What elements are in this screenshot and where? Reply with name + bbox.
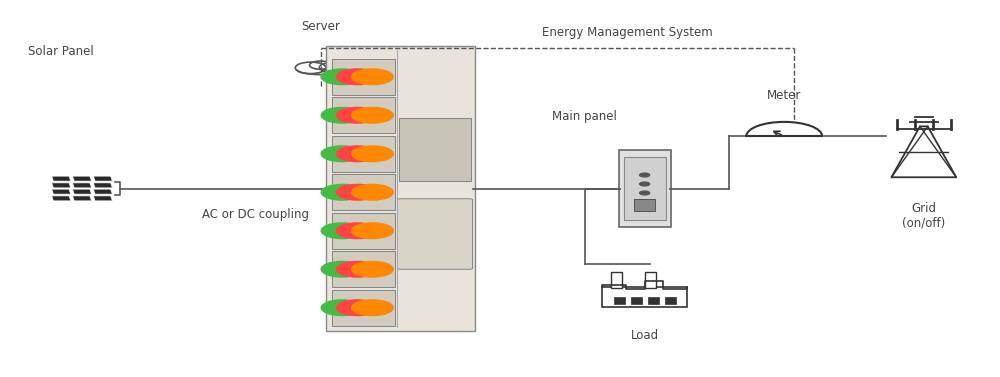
FancyBboxPatch shape [624, 158, 666, 219]
Circle shape [640, 182, 650, 186]
FancyBboxPatch shape [332, 213, 395, 249]
Circle shape [321, 184, 363, 200]
Polygon shape [52, 183, 71, 188]
Circle shape [352, 300, 393, 316]
FancyBboxPatch shape [332, 174, 395, 210]
Circle shape [640, 191, 650, 195]
Text: AC or DC coupling: AC or DC coupling [202, 208, 309, 221]
Bar [631, 297, 642, 304]
Circle shape [336, 184, 378, 200]
Circle shape [352, 146, 393, 162]
Bar [614, 297, 625, 304]
FancyBboxPatch shape [332, 251, 395, 287]
Text: Meter: Meter [767, 89, 801, 103]
Circle shape [321, 146, 363, 162]
Circle shape [336, 146, 378, 162]
Polygon shape [72, 183, 92, 188]
Circle shape [640, 173, 650, 177]
FancyBboxPatch shape [326, 46, 475, 331]
Polygon shape [52, 176, 71, 181]
Circle shape [352, 223, 393, 239]
Polygon shape [72, 176, 92, 181]
Text: Load: Load [631, 329, 659, 342]
Bar [645, 272, 656, 288]
Polygon shape [52, 189, 71, 194]
Bar [634, 199, 655, 211]
Text: Main panel: Main panel [552, 110, 617, 123]
Bar [665, 297, 676, 304]
FancyBboxPatch shape [332, 136, 395, 172]
Polygon shape [93, 189, 112, 194]
Circle shape [321, 261, 363, 277]
FancyBboxPatch shape [332, 290, 395, 326]
FancyBboxPatch shape [397, 199, 473, 269]
Bar [648, 297, 659, 304]
Polygon shape [72, 196, 92, 201]
Polygon shape [93, 183, 112, 188]
Circle shape [321, 223, 363, 239]
Polygon shape [52, 196, 71, 201]
Circle shape [336, 261, 378, 277]
Text: Grid
(on/off): Grid (on/off) [902, 202, 945, 230]
Text: Energy Management System: Energy Management System [542, 26, 713, 39]
Polygon shape [72, 189, 92, 194]
Polygon shape [93, 196, 112, 201]
Circle shape [352, 107, 393, 123]
Polygon shape [93, 176, 112, 181]
Circle shape [321, 107, 363, 123]
Circle shape [321, 300, 363, 316]
Text: Server: Server [301, 20, 340, 33]
Circle shape [336, 107, 378, 123]
Circle shape [352, 69, 393, 84]
Bar [611, 272, 622, 288]
Circle shape [352, 261, 393, 277]
Bar [602, 287, 687, 307]
Circle shape [336, 69, 378, 84]
FancyBboxPatch shape [332, 58, 395, 95]
Text: Solar Panel: Solar Panel [28, 44, 94, 58]
Circle shape [352, 184, 393, 200]
Circle shape [336, 223, 378, 239]
FancyBboxPatch shape [399, 118, 471, 181]
FancyBboxPatch shape [619, 150, 671, 227]
Circle shape [321, 69, 363, 84]
Circle shape [336, 300, 378, 316]
FancyBboxPatch shape [332, 97, 395, 133]
